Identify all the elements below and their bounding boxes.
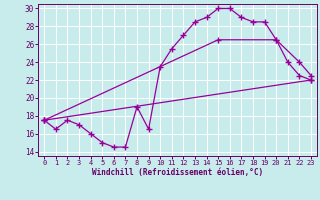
- X-axis label: Windchill (Refroidissement éolien,°C): Windchill (Refroidissement éolien,°C): [92, 168, 263, 177]
